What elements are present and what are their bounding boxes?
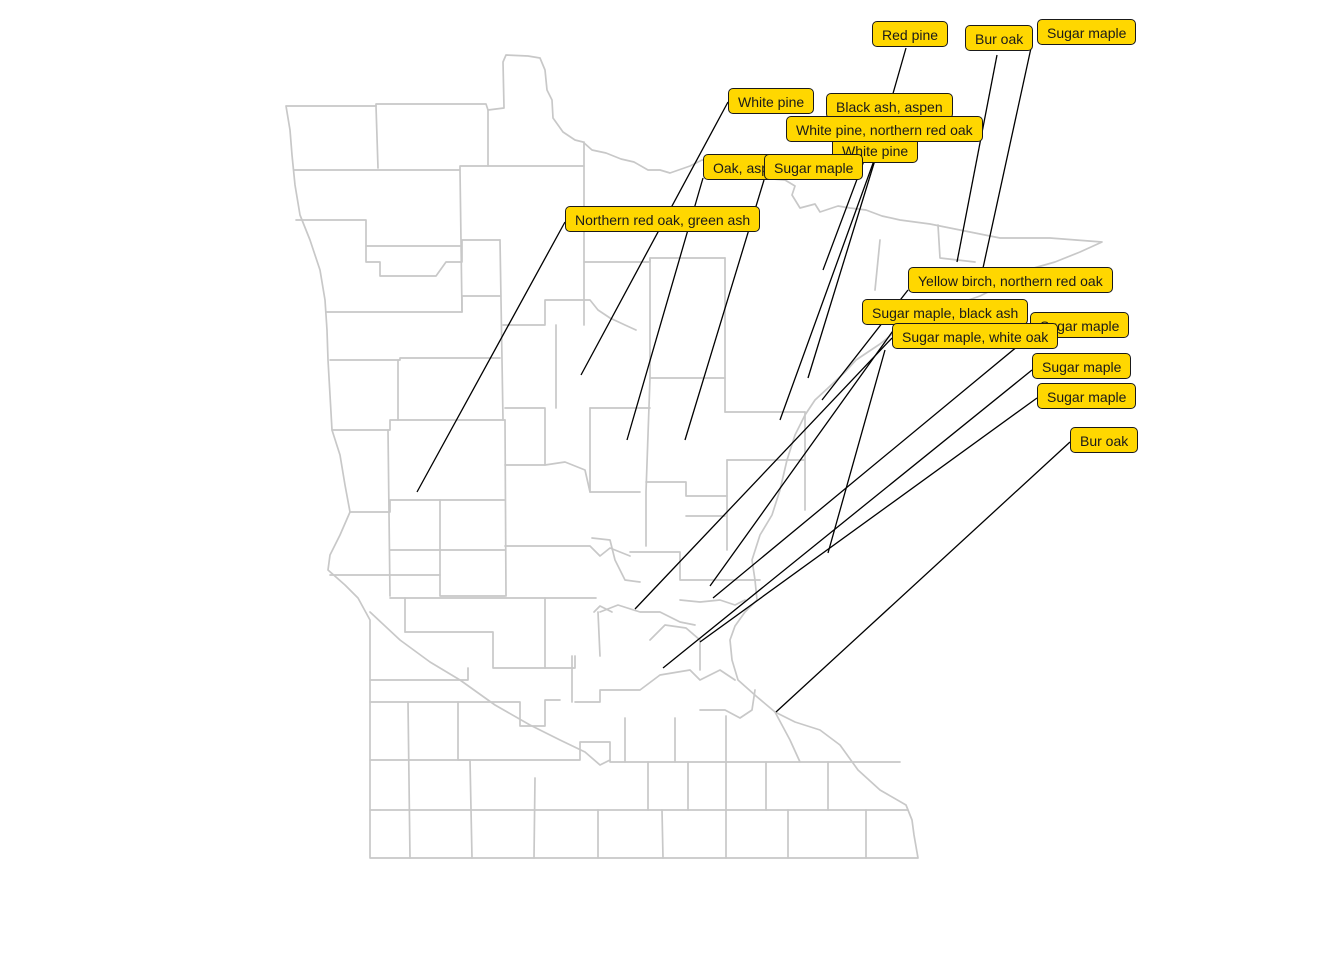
leader-line-sugar-maple-black-ash bbox=[709, 327, 896, 587]
map-label-sugar-maple-east-1: Sugar maple bbox=[1032, 353, 1132, 379]
county-line bbox=[369, 667, 469, 681]
county-line bbox=[331, 419, 506, 431]
county-line bbox=[645, 481, 728, 497]
county-line bbox=[629, 551, 761, 581]
county-line bbox=[593, 605, 613, 613]
map-label-white-pine-northern-red-oak: White pine, northern red oak bbox=[786, 116, 983, 142]
map-label-sugar-maple-east-2: Sugar maple bbox=[1037, 383, 1137, 409]
leader-line-white-pine-1 bbox=[580, 101, 729, 376]
leader-line-sugar-maple-white-oak bbox=[634, 337, 893, 610]
county-line bbox=[661, 809, 664, 859]
county-line bbox=[375, 105, 379, 169]
county-line bbox=[329, 357, 501, 361]
county-line bbox=[459, 169, 463, 313]
leader-line-sugar-maple-east-1 bbox=[662, 369, 1033, 669]
county-line bbox=[499, 239, 504, 421]
map-label-bur-oak-north: Bur oak bbox=[965, 25, 1034, 51]
county-line bbox=[583, 257, 726, 263]
county-line bbox=[645, 257, 651, 547]
map-label-bur-oak-south: Bur oak bbox=[1070, 427, 1139, 453]
county-line bbox=[504, 545, 631, 557]
county-line bbox=[874, 239, 881, 291]
county-line bbox=[369, 741, 901, 763]
map-label-white-pine-1: White pine bbox=[728, 88, 815, 114]
county-line bbox=[457, 701, 473, 859]
county-line bbox=[533, 777, 536, 859]
leader-line-northern-red-oak-green-ash bbox=[416, 221, 566, 493]
county-line bbox=[504, 407, 546, 466]
leader-line-bur-oak-north bbox=[956, 54, 998, 263]
county-line bbox=[407, 701, 411, 859]
county-line bbox=[544, 461, 641, 493]
map-label-black-ash-aspen: Black ash, aspen bbox=[826, 93, 953, 119]
county-line bbox=[404, 631, 576, 669]
map-label-sugar-maple-north: Sugar maple bbox=[764, 154, 864, 180]
leader-line-bur-oak-south bbox=[775, 441, 1071, 713]
leader-line-sugar-maple-hidden bbox=[712, 335, 1031, 599]
county-boundaries bbox=[285, 54, 1103, 859]
county-line bbox=[349, 499, 506, 513]
county-line bbox=[574, 669, 736, 703]
county-line bbox=[599, 604, 696, 626]
leader-line-sugar-maple-top bbox=[982, 47, 1032, 269]
county-line bbox=[937, 224, 976, 263]
county-line bbox=[649, 624, 701, 671]
county-line bbox=[504, 419, 507, 597]
county-line bbox=[369, 699, 561, 727]
county-line bbox=[329, 574, 506, 597]
map-label-sugar-maple-white-oak: Sugar maple, white oak bbox=[892, 323, 1059, 349]
leader-line-white-pine-2 bbox=[807, 159, 876, 379]
county-line bbox=[325, 295, 501, 313]
county-line bbox=[679, 599, 746, 606]
minnesota-river bbox=[369, 611, 611, 766]
leader-line-sugar-maple-east-2 bbox=[699, 397, 1038, 643]
leader-line-extra bbox=[827, 349, 886, 554]
county-line bbox=[591, 537, 641, 583]
county-line bbox=[597, 611, 601, 657]
county-line bbox=[774, 711, 801, 763]
map-label-sugar-maple-top: Sugar maple bbox=[1037, 19, 1137, 45]
map-label-yellow-birch-northern-red-oak: Yellow birch, northern red oak bbox=[908, 267, 1113, 293]
leader-line-white-pine-northern-red-oak bbox=[779, 143, 881, 421]
county-line bbox=[387, 429, 391, 597]
map-label-red-pine: Red pine bbox=[872, 21, 949, 47]
map-label-sugar-maple-black-ash: Sugar maple, black ash bbox=[862, 299, 1029, 325]
county-line bbox=[699, 689, 756, 719]
county-line bbox=[502, 299, 637, 331]
map-label-northern-red-oak-green-ash: Northern red oak, green ash bbox=[565, 206, 761, 232]
county-line bbox=[295, 219, 501, 277]
label-leader-lines bbox=[416, 47, 1071, 713]
county-line bbox=[293, 165, 585, 171]
